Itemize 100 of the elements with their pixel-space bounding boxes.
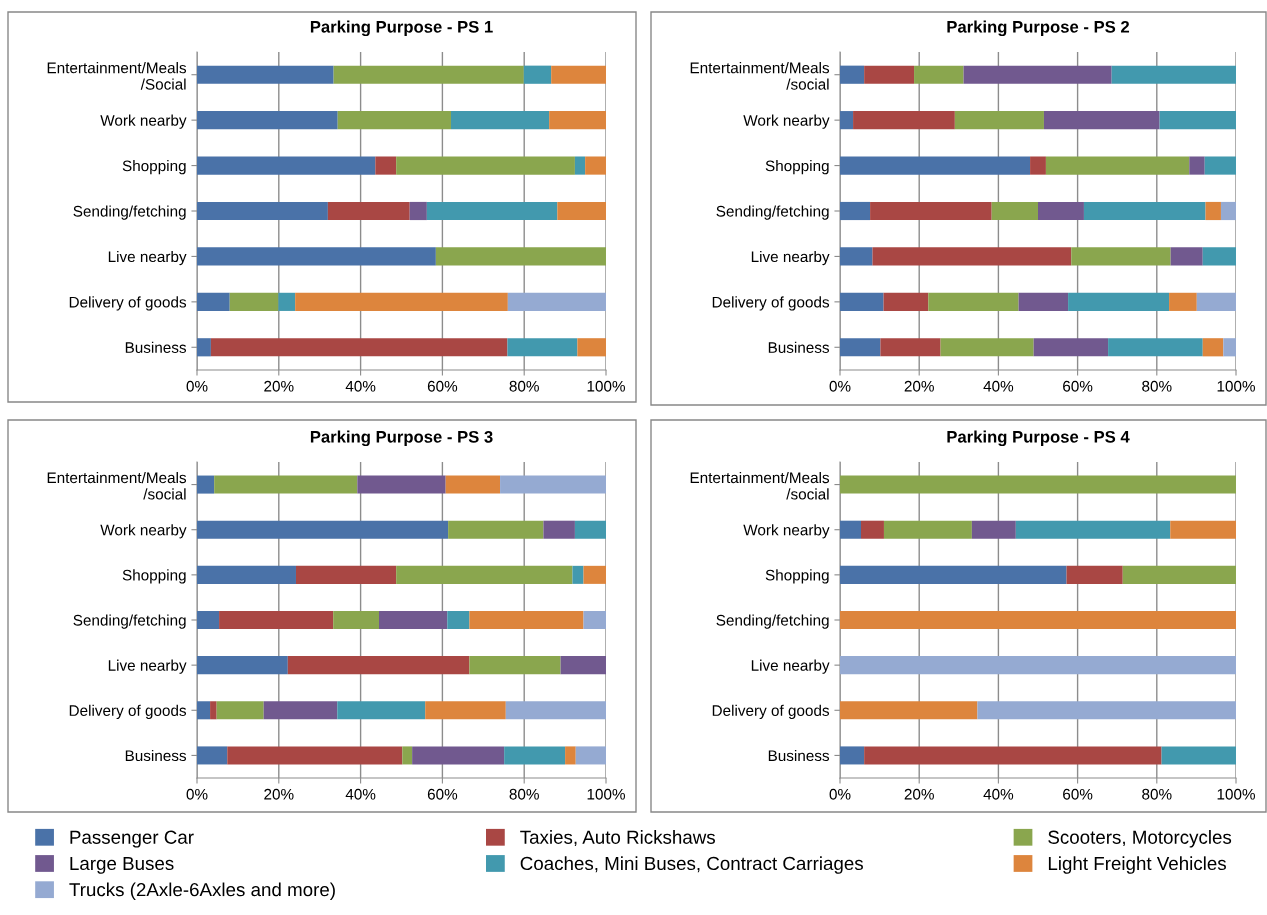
bar: [1071, 247, 1171, 266]
bar: [504, 746, 566, 765]
y-tick-label: Sending/fetching: [73, 614, 186, 629]
y-tick-label: Entertainment/Meals /social: [47, 471, 187, 500]
y-tick-label: Sending/fetching: [73, 205, 186, 220]
bar: [840, 656, 1236, 675]
bar: [216, 701, 264, 720]
y-tick-label: Work nearby: [743, 114, 830, 129]
legend-label: Light Freight Vehicles: [1048, 856, 1226, 874]
y-tick-label: Shopping: [765, 160, 829, 175]
bar: [263, 701, 338, 720]
bar: [585, 156, 606, 175]
legend-label: Taxies, Auto Rickshaws: [520, 830, 715, 847]
bar: [1170, 247, 1203, 266]
bar: [872, 247, 1072, 266]
bar: [507, 292, 606, 311]
bar: [1108, 338, 1203, 357]
bar: [1169, 292, 1197, 311]
bar: [435, 247, 606, 266]
bar: [870, 201, 992, 221]
bar: [197, 746, 228, 765]
bar: [991, 201, 1038, 221]
bar: [1038, 201, 1084, 221]
bar: [928, 292, 1019, 311]
bar: [357, 475, 446, 494]
y-tick-label: Entertainment/Meals /social: [690, 471, 830, 500]
bar: [840, 565, 1067, 584]
bar: [565, 746, 576, 765]
y-tick-label: Entertainment/Meals /Social: [47, 62, 187, 90]
bar: [574, 520, 606, 539]
bar: [963, 65, 1112, 84]
bar: [971, 520, 1016, 539]
y-tick-label: Delivery of goods: [69, 296, 187, 311]
bar: [278, 292, 296, 311]
chart-title: Parking Purpose - PS 1: [310, 20, 493, 37]
y-tick-label: Live nearby: [751, 659, 830, 674]
bar: [1122, 565, 1236, 584]
bar: [574, 156, 586, 175]
x-tick-label: 20%: [264, 788, 294, 800]
x-tick-label: 80%: [1142, 380, 1172, 392]
bar: [197, 656, 288, 675]
bar: [1196, 292, 1236, 311]
bar: [840, 746, 865, 765]
bar: [1015, 520, 1171, 539]
bar: [1220, 201, 1236, 221]
x-tick-label: 100%: [1217, 380, 1255, 392]
bar: [864, 746, 1162, 765]
bar: [426, 201, 558, 221]
bar: [1205, 201, 1221, 221]
bar: [1170, 520, 1236, 539]
y-tick-label: Live nearby: [751, 250, 830, 266]
bar: [575, 746, 606, 765]
chart-title: Parking Purpose - PS 2: [947, 20, 1130, 37]
bar: [549, 111, 606, 130]
bar: [840, 156, 1031, 175]
bar: [379, 610, 448, 630]
y-tick-label: Sending/fetching: [716, 205, 829, 220]
bar: [333, 610, 380, 630]
bar: [1204, 156, 1236, 175]
bar: [880, 338, 941, 357]
bar: [396, 156, 575, 175]
bar: [977, 701, 1236, 720]
bar: [295, 292, 508, 311]
y-tick-label: Business: [768, 341, 830, 353]
bar: [840, 520, 861, 539]
bar: [560, 656, 606, 675]
y-tick-label: Live nearby: [108, 250, 187, 266]
bar: [1068, 292, 1170, 311]
y-tick-label: Shopping: [122, 160, 186, 175]
bar: [840, 111, 854, 130]
bar: [500, 475, 606, 494]
x-tick-label: 80%: [1142, 788, 1172, 800]
y-tick-label: Business: [125, 749, 187, 762]
x-tick-label: 80%: [509, 788, 539, 800]
bar: [469, 610, 584, 630]
bar: [197, 201, 328, 221]
bar: [197, 565, 296, 584]
bar: [447, 610, 470, 630]
y-tick-label: Shopping: [122, 569, 186, 584]
bar: [1030, 156, 1046, 175]
bar: [840, 247, 873, 266]
bar: [551, 65, 606, 84]
bar: [445, 475, 501, 494]
bar: [402, 746, 413, 765]
legend-label: Coaches, Mini Buses, Contract Carriages: [520, 856, 863, 874]
y-tick-label: Live nearby: [108, 659, 187, 674]
bar: [197, 520, 449, 539]
bar: [1202, 247, 1236, 266]
bar: [229, 292, 279, 311]
x-tick-label: 40%: [983, 380, 1014, 392]
bar: [197, 111, 338, 130]
chart-title: Parking Purpose - PS 4: [947, 430, 1130, 447]
bar: [197, 65, 334, 84]
bar: [1189, 156, 1205, 175]
bar: [1223, 338, 1236, 357]
bar: [287, 656, 470, 675]
bar: [1202, 338, 1224, 357]
y-tick-label: Delivery of goods: [712, 296, 830, 311]
bar: [214, 475, 358, 494]
bar: [1033, 338, 1109, 357]
